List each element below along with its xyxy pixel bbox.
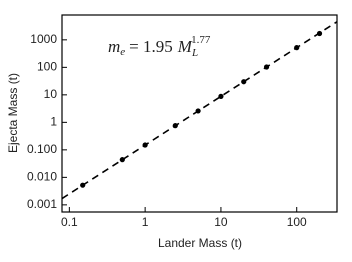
y-axis-label: Ejecta Mass (t) [6, 73, 20, 153]
eq-symbol: m [108, 37, 120, 56]
data-point [241, 79, 247, 85]
x-tick-label: 100 [287, 215, 307, 229]
data-point [142, 142, 148, 148]
y-tick-label: 10 [44, 87, 58, 101]
x-tick-label: 1 [142, 215, 149, 229]
y-tick-label: 0.010 [27, 170, 57, 184]
eq-exponent: 1.77 [191, 34, 211, 46]
x-axis-label: Lander Mass (t) [158, 236, 242, 250]
data-point [172, 123, 178, 129]
y-tick-label: 1000 [30, 32, 57, 46]
plot-frame [61, 14, 338, 213]
fit-equation: me = 1.95 ML1.77 [108, 34, 211, 59]
data-point [294, 45, 300, 51]
eq-symbol-sub: e [120, 46, 125, 58]
eq-variable: M [177, 37, 193, 56]
data-point [316, 30, 323, 37]
data-point [80, 182, 86, 188]
eq-variable-sub: L [191, 47, 198, 59]
x-tick-label: 0.1 [61, 215, 78, 229]
y-tick-label: 0.001 [27, 197, 57, 211]
data-point [263, 64, 270, 70]
data-point [195, 108, 201, 114]
data-point [119, 157, 125, 163]
data-point [218, 93, 224, 99]
eq-text: = 1.95 [129, 37, 173, 56]
y-tick-label: 0.100 [27, 142, 57, 156]
fit-line [61, 21, 338, 200]
x-tick-label: 10 [214, 215, 228, 229]
y-tick-label: 1 [50, 115, 57, 129]
y-tick-label: 100 [37, 60, 57, 74]
